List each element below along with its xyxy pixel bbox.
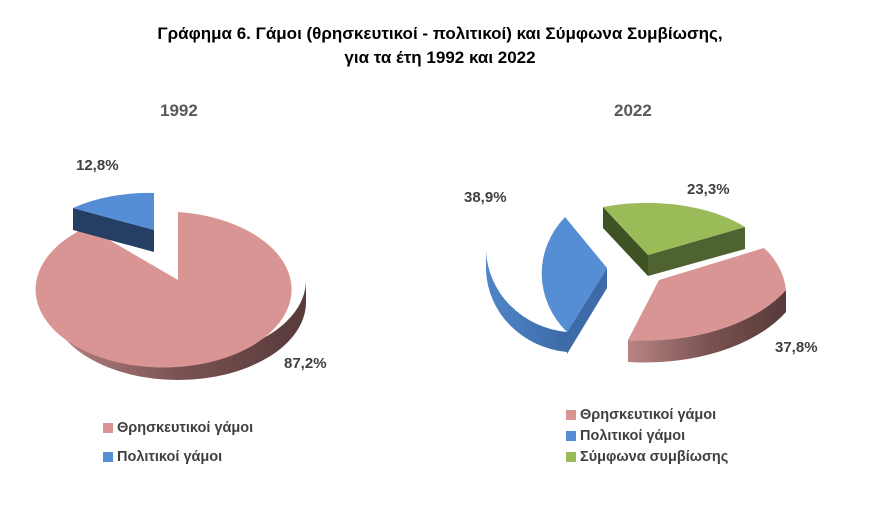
- slice-1992-civil[interactable]: [73, 192, 154, 230]
- label-2022-civil: 38,9%: [464, 189, 507, 206]
- label-1992-civil: 12,8%: [76, 157, 119, 174]
- chart-title-line1: Γράφημα 6. Γάμοι (θρησκευτικοί - πολιτικ…: [157, 24, 723, 43]
- slice-2022-cohab-side: [603, 207, 648, 276]
- slice-1992-religious[interactable]: [35, 212, 292, 368]
- slice-2022-civil-side: [486, 250, 567, 352]
- slice-1992-civil-side2: [73, 208, 154, 252]
- legend-item-civil: Πολιτικοί γάμοι: [103, 446, 253, 467]
- pie-1992-title: 1992: [160, 101, 198, 120]
- swatch-civil-icon: [103, 451, 113, 462]
- legend-item-cohab: Σύμφωνα συμβίωσης: [566, 446, 728, 467]
- slice-2022-cohab[interactable]: [603, 202, 745, 255]
- chart-title-line2: για τα έτη 1992 και 2022: [344, 48, 536, 67]
- slice-2022-cohab-side2: [648, 227, 745, 276]
- slice-2022-religious-side: [628, 290, 786, 363]
- legend-2022: Θρησκευτικοί γάμοι Πολιτικοί γάμοι Σύμφω…: [566, 404, 728, 467]
- legend-item-religious: Θρησκευτικοί γάμοι: [103, 410, 253, 446]
- pie-1992: [35, 192, 306, 380]
- slice-2022-civil-side2: [567, 268, 607, 354]
- legend-1992: Θρησκευτικοί γάμοι Πολιτικοί γάμοι: [103, 410, 253, 467]
- legend-label: Σύμφωνα συμβίωσης: [580, 448, 729, 465]
- swatch-civil-icon: [566, 430, 576, 441]
- pie-2022: [486, 202, 786, 363]
- legend-label: Θρησκευτικοί γάμοι: [117, 420, 254, 436]
- swatch-religious-icon: [566, 409, 576, 420]
- legend-label: Πολιτικοί γάμοι: [117, 448, 223, 465]
- label-2022-religious: 37,8%: [775, 339, 818, 356]
- legend-label: Πολιτικοί γάμοι: [580, 427, 686, 444]
- slice-2022-civil[interactable]: [541, 217, 607, 332]
- swatch-cohab-icon: [566, 451, 576, 462]
- pie-2022-title: 2022: [614, 101, 652, 120]
- legend-label: Θρησκευτικοί γάμοι: [580, 406, 717, 423]
- legend-item-religious: Θρησκευτικοί γάμοι: [566, 404, 728, 425]
- label-1992-religious: 87,2%: [284, 355, 327, 372]
- swatch-religious-icon: [103, 423, 113, 433]
- label-2022-cohab: 23,3%: [687, 181, 730, 198]
- slice-2022-religious[interactable]: [628, 248, 786, 341]
- legend-item-civil: Πολιτικοί γάμοι: [566, 425, 728, 446]
